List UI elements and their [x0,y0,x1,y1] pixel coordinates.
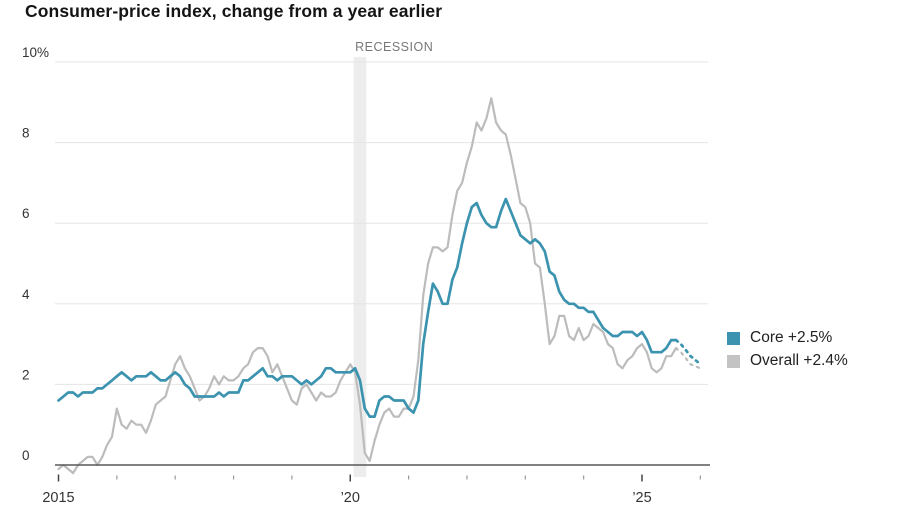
y-axis-label-2: 2 [22,367,30,382]
overall-line [57,97,678,475]
legend-item-core: Core +2.5% [727,329,848,347]
chart-title: Consumer-price index, change from a year… [25,1,443,21]
y-axis-label-8: 8 [22,126,30,141]
legend-item-overall: Overall +2.4% [727,352,848,370]
recession-label: RECESSION [355,40,433,54]
x-axis-label-2025: ’25 [632,490,651,506]
legend: Core +2.5% Overall +2.4% [727,329,848,370]
overall-series-label: Overall +2.4% [750,352,848,369]
y-axis-label-10: 10% [22,45,49,60]
y-axis-label-6: 6 [22,206,30,221]
y-axis-label-4: 4 [22,287,30,302]
core-series-label: Core +2.5% [750,329,833,346]
core-forecast-line [674,338,702,366]
core-series-swatch [727,331,740,345]
x-axis-label-2015: 2015 [42,490,74,506]
overall-forecast-line [674,347,702,370]
y-axis-label-0: 0 [22,448,30,463]
core-line [57,197,678,418]
x-axis-label-2020: ’20 [341,490,360,506]
overall-series-swatch [727,354,740,368]
